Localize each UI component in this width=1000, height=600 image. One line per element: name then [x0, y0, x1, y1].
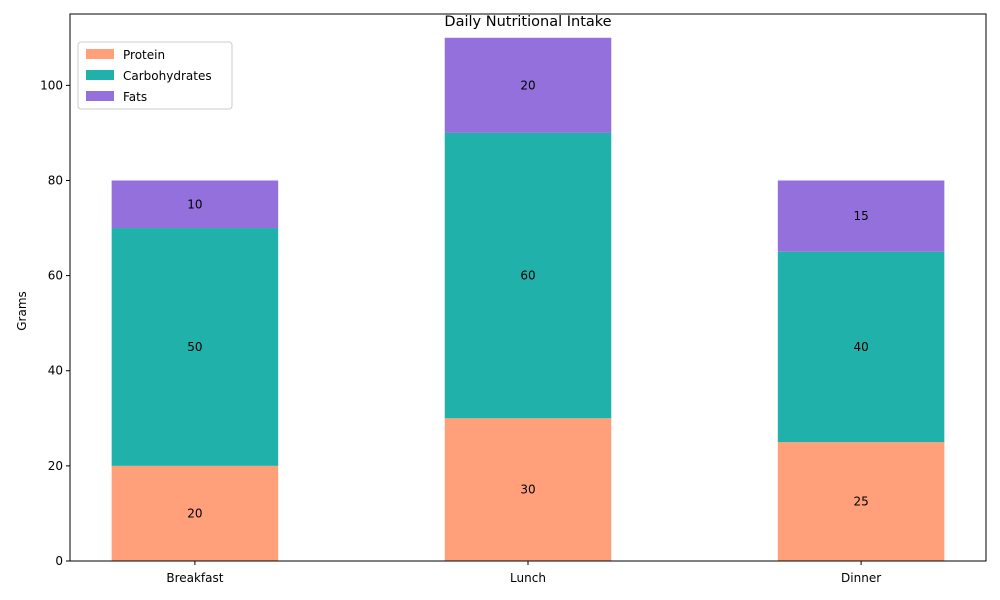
bar-value-label: 10	[187, 197, 202, 211]
x-tick-label: Lunch	[510, 571, 546, 585]
x-axis: Breakfast Lunch Dinner	[166, 561, 881, 585]
bar-value-label: 30	[520, 483, 535, 497]
bar-value-label: 40	[853, 340, 868, 354]
y-tick-label: 80	[48, 173, 63, 187]
y-tick-label: 100	[40, 78, 63, 92]
legend-label-fats: Fats	[123, 90, 147, 104]
y-tick-label: 60	[48, 269, 63, 283]
y-tick-label: 20	[48, 459, 63, 473]
bar-fats-dinner	[777, 180, 945, 252]
bar-protein-lunch	[444, 418, 612, 561]
bars-group	[111, 37, 945, 561]
bar-carbohydrates-dinner	[777, 251, 945, 443]
x-tick-label: Breakfast	[166, 571, 223, 585]
bar-value-label: 20	[520, 78, 535, 92]
legend-swatch-carbohydrates	[86, 70, 114, 80]
legend-label-carbohydrates: Carbohydrates	[123, 69, 212, 83]
bar-value-label: 50	[187, 340, 202, 354]
bar-value-label: 25	[853, 495, 868, 509]
y-tick-label: 0	[55, 554, 63, 568]
legend: Protein Carbohydrates Fats	[77, 41, 233, 110]
bar-value-label: 15	[853, 209, 868, 223]
y-axis-label: Grams	[15, 291, 29, 331]
legend-swatch-protein	[86, 49, 114, 59]
bar-labels-group: 20 30 25 50 60 40 10 20 15	[187, 78, 868, 520]
bar-fats-lunch	[444, 37, 612, 133]
bar-value-label: 60	[520, 269, 535, 283]
bar-carbohydrates-breakfast	[111, 228, 279, 466]
bar-protein-dinner	[777, 442, 945, 561]
y-tick-label: 40	[48, 364, 63, 378]
bar-fats-breakfast	[111, 180, 279, 229]
legend-swatch-fats	[86, 91, 114, 101]
bar-protein-breakfast	[111, 465, 279, 561]
bar-carbohydrates-lunch	[444, 132, 612, 419]
y-axis: 0 20 40 60 80 100	[40, 78, 70, 568]
chart-title: Daily Nutritional Intake	[444, 14, 611, 30]
bar-value-label: 20	[187, 506, 202, 520]
legend-label-protein: Protein	[123, 48, 165, 62]
legend-box	[77, 41, 233, 110]
x-tick-label: Dinner	[841, 571, 881, 585]
